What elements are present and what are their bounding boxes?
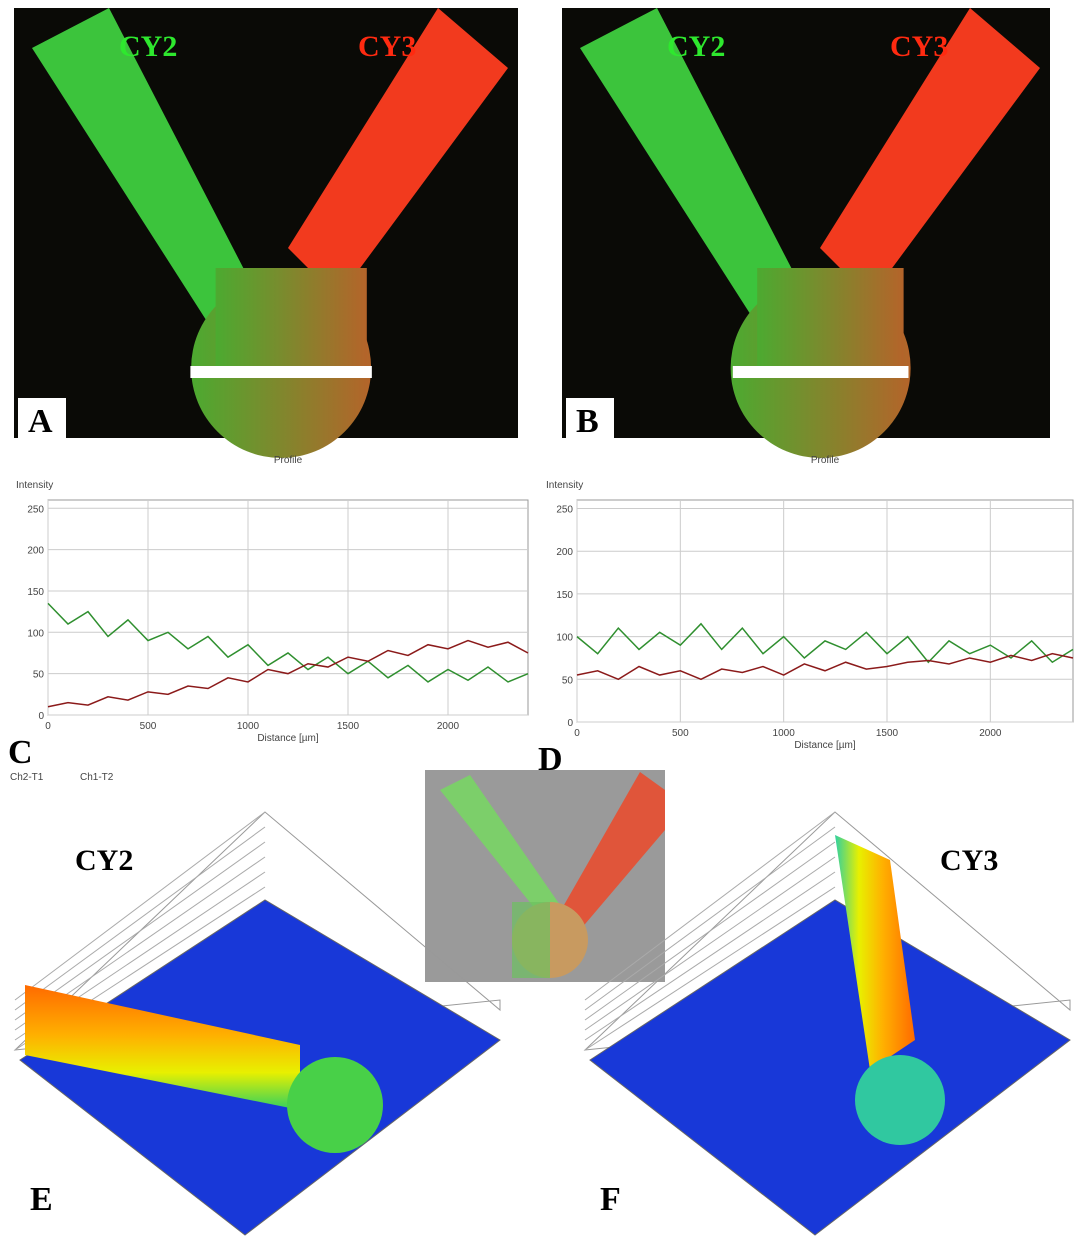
y-axis-label: Intensity [16,480,53,491]
x-tick-label: 0 [574,728,580,739]
channel-label: CY2 [119,30,177,63]
inset-photo [425,770,665,982]
x-tick-label: 500 [672,728,689,739]
figure: A CY2 CY3 B CY2 CY3 Profile Intensity 0 50 100 150 2… [0,0,1080,1243]
signal-chamber [287,1057,383,1153]
y-tick-label: 50 [562,675,574,686]
y-tick-label: 200 [556,547,573,558]
x-tick-label: 1000 [237,721,260,732]
panel-letter: A [28,403,53,440]
chamber-top [757,268,903,368]
y-tick-label: 50 [33,670,45,681]
x-axis-label: Distance [µm] [794,740,856,751]
panel-letter: B [576,403,599,440]
y-tick-label: 100 [556,633,573,644]
x-tick-label: 1500 [876,728,899,739]
y-tick-label: 250 [27,504,44,515]
y-tick-label: 200 [27,546,44,557]
micrograph: B CY2 CY3 [562,8,1050,458]
signal-chamber [855,1055,945,1145]
x-tick-label: 1500 [337,721,360,732]
plot-area [577,500,1073,722]
chamber-top [216,268,367,368]
channel-label: CY3 [358,30,416,63]
scan-line [733,366,909,378]
panel-letter: E [30,1181,53,1218]
legend-entry: Ch2-T1 [10,772,44,783]
panel-letter: C [8,734,33,771]
y-tick-label: 0 [567,718,573,729]
y-tick-label: 150 [556,590,573,601]
scan-line [190,366,371,378]
y-tick-label: 150 [27,587,44,598]
x-tick-label: 2000 [979,728,1002,739]
plot-area [48,500,528,715]
y-tick-label: 250 [556,505,573,516]
x-axis-label: Distance [µm] [257,733,319,744]
legend-entry: Ch1-T2 [80,772,114,783]
x-tick-label: 0 [45,721,51,732]
surface-label: CY3 [940,844,998,877]
surface-label: CY2 [75,844,133,877]
y-tick-label: 100 [27,628,44,639]
chart-title: Profile [274,455,303,466]
panel-letter: F [600,1181,621,1218]
y-axis-label: Intensity [546,480,583,491]
panel-letter: D [538,741,563,778]
micrograph: A CY2 CY3 [14,8,518,458]
chart-title: Profile [811,455,840,466]
x-tick-label: 1000 [773,728,796,739]
x-tick-label: 500 [140,721,157,732]
y-tick-label: 0 [38,711,44,722]
channel-label: CY3 [890,30,948,63]
channel-label: CY2 [667,30,725,63]
x-tick-label: 2000 [437,721,460,732]
